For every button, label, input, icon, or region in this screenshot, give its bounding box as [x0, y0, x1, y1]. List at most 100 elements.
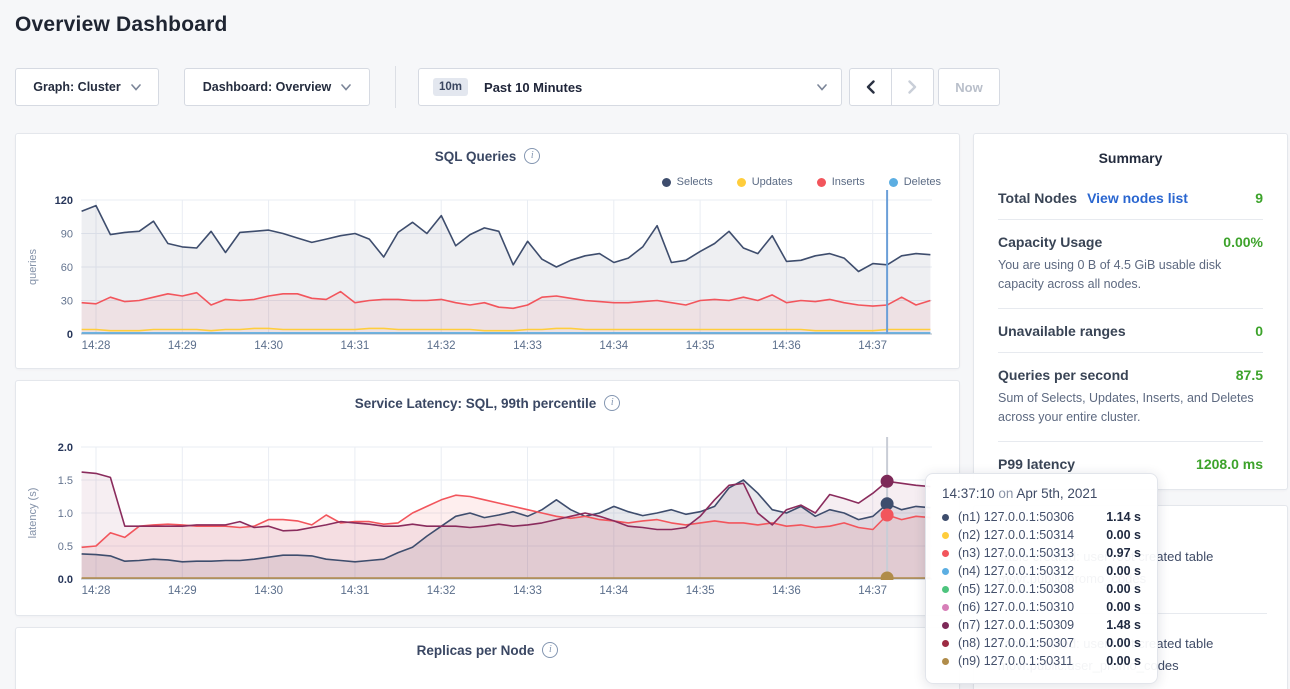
svg-text:14:32: 14:32	[427, 340, 456, 352]
chart-hover-tooltip: 14:37:10 on Apr 5th, 2021 (n1) 127.0.0.1…	[925, 473, 1158, 684]
tooltip-time: 14:37:10	[942, 486, 995, 501]
info-icon[interactable]: i	[524, 148, 541, 164]
svg-text:14:33: 14:33	[513, 585, 542, 597]
node-address: (n4) 127.0.0.1:50312	[958, 564, 1075, 578]
svg-text:0.5: 0.5	[58, 541, 73, 553]
svg-text:90: 90	[61, 229, 73, 241]
svg-text:14:36: 14:36	[772, 585, 801, 597]
legend-dot	[888, 177, 898, 187]
capacity-usage-description: You are using 0 B of 4.5 GiB usable disk…	[998, 258, 1222, 292]
svg-text:14:35: 14:35	[686, 340, 715, 352]
svg-text:14:37: 14:37	[858, 585, 887, 597]
node-latency-value: 1.14 s	[1106, 510, 1141, 524]
node-color-dot	[942, 603, 949, 611]
now-button[interactable]: Now	[938, 68, 1000, 106]
legend-item: Inserts	[816, 176, 865, 188]
svg-text:14:32: 14:32	[427, 585, 456, 597]
svg-text:14:30: 14:30	[254, 340, 283, 352]
view-nodes-list-link[interactable]: View nodes list	[1087, 190, 1188, 206]
node-color-dot	[942, 621, 949, 629]
node-latency-value: 0.00 s	[1106, 528, 1141, 542]
chevron-down-icon	[130, 83, 141, 91]
svg-text:0: 0	[67, 329, 73, 341]
tooltip-node-row: (n7) 127.0.0.1:50309 1.48 s	[942, 616, 1141, 634]
node-address: (n8) 127.0.0.1:50307	[958, 636, 1075, 650]
tooltip-node-row: (n5) 127.0.0.1:50308 0.00 s	[942, 580, 1141, 598]
node-address: (n7) 127.0.0.1:50309	[958, 618, 1075, 632]
graph-scope-dropdown[interactable]: Graph: Cluster	[15, 68, 159, 106]
summary-title: Summary	[1098, 150, 1163, 166]
legend-label: Deletes	[903, 176, 941, 188]
node-color-dot	[942, 657, 949, 665]
legend-label: Selects	[676, 176, 713, 188]
svg-text:14:31: 14:31	[341, 340, 370, 352]
legend-item: Updates	[736, 176, 793, 188]
time-range-badge: 10m	[433, 78, 469, 96]
svg-text:14:30: 14:30	[254, 585, 283, 597]
p99-latency-value: 1208.0 ms	[1196, 455, 1263, 472]
summary-row-capacity-usage: Capacity Usage 0.00% You are using 0 B o…	[998, 220, 1263, 309]
summary-row-p99-latency: P99 latency 1208.0 ms	[998, 442, 1263, 485]
tooltip-node-row: (n3) 127.0.0.1:50313 0.97 s	[942, 544, 1141, 562]
tooltip-node-row: (n4) 127.0.0.1:50312 0.00 s	[942, 562, 1141, 580]
queries-per-second-description: Sum of Selects, Updates, Inserts, and De…	[998, 390, 1254, 425]
node-address: (n1) 127.0.0.1:50306	[958, 510, 1075, 524]
svg-text:2.0: 2.0	[58, 442, 73, 454]
svg-text:latency (s): latency (s)	[27, 488, 39, 539]
node-color-dot	[942, 567, 949, 575]
svg-text:14:37: 14:37	[858, 340, 887, 352]
next-time-window-button[interactable]	[891, 69, 933, 105]
tooltip-timestamp: 14:37:10 on Apr 5th, 2021	[942, 486, 1141, 501]
svg-text:queries: queries	[27, 248, 39, 285]
node-latency-value: 0.00 s	[1106, 564, 1141, 578]
svg-text:30: 30	[61, 296, 73, 308]
unavailable-ranges-value: 0	[1255, 322, 1263, 339]
legend-item: Selects	[661, 176, 713, 188]
chevron-left-icon	[866, 80, 875, 94]
toolbar-divider	[395, 66, 396, 108]
svg-text:14:34: 14:34	[599, 340, 628, 352]
service-latency-chart[interactable]: 14:28 14:29 14:30 14:31 14:32 14:33 14:34 14:35…	[16, 381, 961, 617]
node-latency-value: 0.00 s	[1106, 600, 1141, 614]
unavailable-ranges-label: Unavailable ranges	[998, 322, 1126, 339]
svg-text:60: 60	[61, 262, 73, 274]
sql-queries-chart[interactable]: 14:28 14:29 14:30 14:31 14:32 14:33 14:34 14:35…	[16, 134, 961, 370]
svg-text:14:28: 14:28	[82, 585, 111, 597]
total-nodes-label: Total Nodes	[998, 190, 1078, 206]
node-color-dot	[942, 513, 949, 521]
legend-item: Deletes	[888, 176, 941, 188]
summary-panel: Summary Total Nodes View nodes list 9 Ca…	[973, 133, 1288, 490]
tooltip-node-row: (n2) 127.0.0.1:50314 0.00 s	[942, 526, 1141, 544]
tooltip-date: Apr 5th, 2021	[1016, 486, 1098, 501]
dashboard-dropdown[interactable]: Dashboard: Overview	[184, 68, 370, 106]
node-latency-value: 0.97 s	[1106, 546, 1141, 560]
node-address: (n5) 127.0.0.1:50308	[958, 582, 1075, 596]
prev-time-window-button[interactable]	[850, 69, 891, 105]
svg-text:0.0: 0.0	[58, 574, 73, 586]
legend-label: Inserts	[831, 176, 865, 188]
p99-latency-label: P99 latency	[998, 455, 1076, 472]
page-title: Overview Dashboard	[15, 13, 228, 36]
svg-text:14:34: 14:34	[599, 585, 628, 597]
tooltip-node-row: (n9) 127.0.0.1:50311 0.00 s	[942, 652, 1141, 670]
svg-text:14:29: 14:29	[168, 585, 197, 597]
service-latency-header: Service Latency: SQL, 99th percentile i	[16, 395, 959, 411]
dashboard-dropdown-label: Dashboard: Overview	[202, 80, 332, 94]
node-address: (n3) 127.0.0.1:50313	[958, 546, 1075, 560]
node-latency-value: 0.00 s	[1106, 582, 1141, 596]
node-address: (n6) 127.0.0.1:50310	[958, 600, 1075, 614]
time-window-nav	[849, 68, 934, 106]
chevron-down-icon	[817, 83, 827, 91]
info-icon[interactable]: i	[604, 395, 621, 411]
node-address: (n2) 127.0.0.1:50314	[958, 528, 1075, 542]
now-button-label: Now	[955, 79, 983, 95]
time-range-label: Past 10 Minutes	[484, 79, 583, 95]
chevron-down-icon	[341, 83, 352, 91]
tooltip-on: on	[998, 486, 1014, 501]
time-range-dropdown[interactable]: 10m Past 10 Minutes	[418, 68, 842, 106]
tooltip-node-row: (n1) 127.0.0.1:50306 1.14 s	[942, 508, 1141, 526]
legend-dot	[816, 177, 826, 187]
info-icon[interactable]: i	[542, 642, 559, 658]
replicas-per-node-card: Replicas per Node i	[15, 627, 960, 689]
